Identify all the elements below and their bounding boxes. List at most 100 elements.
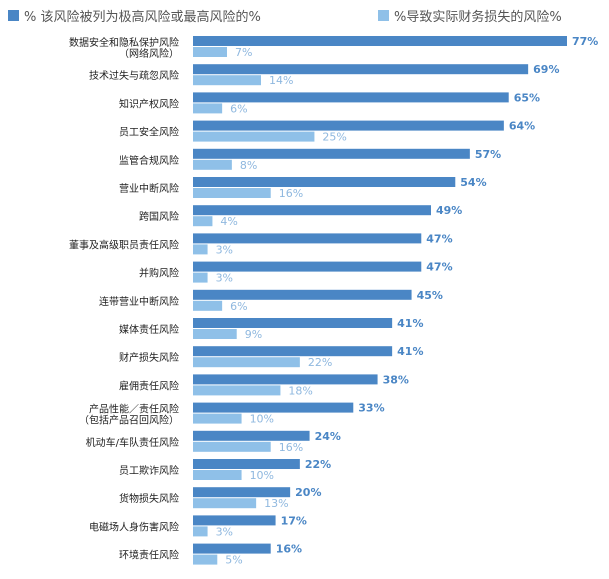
value-label-series1: 64% <box>509 120 535 133</box>
bar-series2 <box>193 244 208 255</box>
bar-series1 <box>193 233 422 244</box>
category-label: 技术过失与疏忽风险 <box>89 69 179 82</box>
value-label-series1: 16% <box>276 543 302 556</box>
value-label-series1: 65% <box>514 91 540 104</box>
bar-series2 <box>193 159 232 170</box>
bar-series1 <box>193 36 567 46</box>
value-label-series2: 3% <box>216 525 233 538</box>
legend-swatch-series1 <box>8 10 19 21</box>
bar-series2 <box>193 498 257 509</box>
legend-item-series1: % 该风险被列为极高风险或最高风险的% <box>8 6 261 25</box>
bar-series2 <box>193 188 271 198</box>
category-label: 财产损失风险 <box>119 351 179 364</box>
bar-series1 <box>193 318 393 328</box>
bar-series1 <box>193 92 509 103</box>
legend: % 该风险被列为极高风险或最高风险的% %导致实际财务损失的风险% <box>8 6 608 25</box>
category-label: （网络风险） <box>119 47 179 60</box>
value-label-series2: 3% <box>216 243 233 256</box>
bar-series1 <box>193 205 431 216</box>
category-label: 跨国风险 <box>139 210 179 223</box>
bar-series2 <box>193 300 223 311</box>
value-label-series1: 41% <box>397 345 423 358</box>
bar-series2 <box>193 413 242 424</box>
value-label-series2: 4% <box>220 215 237 228</box>
legend-label-series1: % 该风险被列为极高风险或最高风险的% <box>24 10 261 25</box>
value-label-series1: 45% <box>417 289 443 302</box>
category-label: 监管合规风险 <box>119 154 179 167</box>
category-label: 机动车/车队责任风险 <box>86 436 179 449</box>
value-label-series1: 77% <box>572 35 598 48</box>
value-label-series2: 3% <box>216 272 233 285</box>
value-label-series1: 41% <box>397 317 423 330</box>
value-label-series2: 7% <box>235 46 252 59</box>
category-label: 营业中断风险 <box>119 182 179 195</box>
value-label-series2: 6% <box>230 102 247 115</box>
value-label-series1: 38% <box>383 373 409 386</box>
category-label: 知识产权风险 <box>119 97 179 110</box>
value-label-series2: 6% <box>230 300 247 313</box>
value-label-series2: 25% <box>322 131 346 144</box>
value-label-series2: 22% <box>308 356 332 369</box>
category-label: 董事及高级职员责任风险 <box>69 238 179 251</box>
value-label-series1: 57% <box>475 148 501 161</box>
category-label: 环境责任风险 <box>119 549 179 562</box>
legend-item-series2: %导致实际财务损失的风险% <box>378 6 562 25</box>
bar-series1 <box>193 402 354 413</box>
value-label-series1: 47% <box>426 261 452 274</box>
bar-series2 <box>193 216 213 227</box>
bar-series2 <box>193 103 223 114</box>
bar-series1 <box>193 346 393 357</box>
category-label: 员工欺诈风险 <box>119 464 179 477</box>
bar-series1 <box>193 515 276 526</box>
bar-series1 <box>193 177 456 187</box>
value-label-series1: 24% <box>315 430 341 443</box>
category-label: 并购风险 <box>139 267 179 280</box>
bar-series2 <box>193 441 271 452</box>
bar-series1 <box>193 289 412 300</box>
value-label-series1: 69% <box>533 63 559 76</box>
value-label-series2: 16% <box>279 187 303 200</box>
bar-series1 <box>193 261 422 272</box>
value-label-series2: 5% <box>225 554 242 567</box>
value-label-series1: 17% <box>281 514 307 527</box>
value-label-series1: 33% <box>358 402 384 415</box>
bar-series1 <box>193 374 378 385</box>
category-label: 员工安全风险 <box>119 126 179 139</box>
bar-series1 <box>193 459 300 469</box>
legend-label-series2: %导致实际财务损失的风险% <box>394 10 562 25</box>
bar-series1 <box>193 120 504 131</box>
bar-series2 <box>193 554 218 565</box>
value-label-series2: 16% <box>279 441 303 454</box>
value-label-series2: 18% <box>288 384 312 397</box>
value-label-series2: 14% <box>269 74 293 87</box>
value-label-series2: 13% <box>264 497 288 510</box>
bar-series2 <box>193 272 208 283</box>
bar-series2 <box>193 526 208 537</box>
category-label: 产品性能／责任风险 <box>89 403 179 416</box>
bar-series1 <box>193 64 529 75</box>
category-label: 媒体责任风险 <box>119 323 179 336</box>
category-label: （包括产品召回风险） <box>79 414 179 427</box>
value-label-series2: 9% <box>245 328 262 341</box>
bar-series2 <box>193 357 300 368</box>
value-label-series2: 10% <box>250 469 274 482</box>
value-label-series1: 22% <box>305 458 331 471</box>
category-label: 数据安全和隐私保护风险 <box>69 36 179 49</box>
category-label: 货物损失风险 <box>119 492 179 505</box>
bar-series2 <box>193 385 281 396</box>
bar-series2 <box>193 75 261 86</box>
bar-series1 <box>193 430 310 441</box>
bar-series1 <box>193 543 271 554</box>
bar-series2 <box>193 329 237 339</box>
category-label: 连带营业中断风险 <box>99 295 179 308</box>
value-label-series1: 47% <box>426 232 452 245</box>
value-label-series1: 20% <box>295 486 321 499</box>
value-label-series1: 54% <box>460 176 486 189</box>
bar-series1 <box>193 487 291 498</box>
bar-series1 <box>193 148 470 159</box>
legend-swatch-series2 <box>378 10 389 21</box>
value-label-series2: 8% <box>240 159 257 172</box>
bar-series2 <box>193 131 315 142</box>
value-label-series2: 10% <box>250 413 274 426</box>
